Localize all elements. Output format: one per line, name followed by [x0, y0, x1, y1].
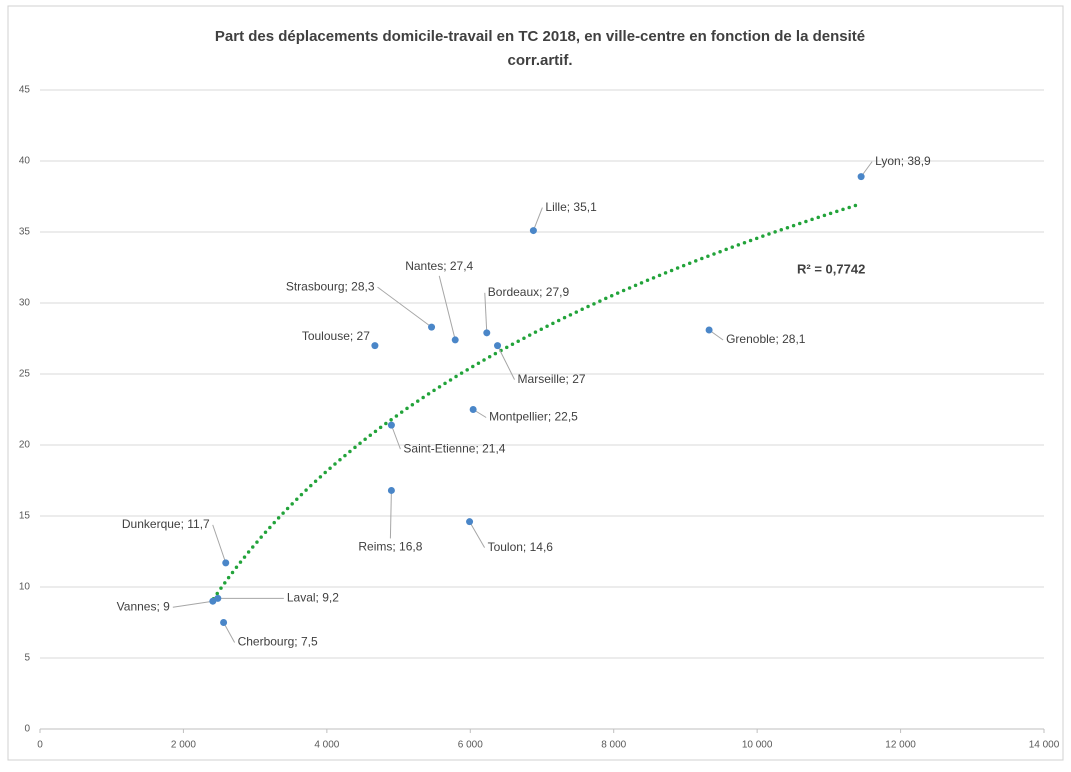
point	[529, 227, 537, 235]
data-label: Montpellier; 22,5	[489, 410, 578, 424]
chart-frame	[7, 5, 1064, 761]
leader-line	[497, 345, 515, 380]
x-tick-label: 10 000	[742, 740, 773, 751]
data-label: Nantes; 27,4	[405, 259, 473, 273]
x-tick-label: 8 000	[601, 740, 626, 751]
point	[222, 559, 230, 567]
data-label: Toulon; 14,6	[488, 540, 554, 554]
data-label: Reims; 16,8	[358, 540, 422, 554]
leader-line	[172, 600, 213, 608]
trendline	[211, 203, 858, 601]
point	[857, 173, 865, 181]
data-label: Strasbourg; 28,3	[286, 279, 375, 293]
data-label: Marseille; 27	[518, 372, 586, 386]
chart-title: corr.artif.	[507, 52, 572, 69]
chart-title: Part des déplacements domicile-travail e…	[215, 28, 865, 45]
point	[387, 486, 395, 494]
point	[469, 406, 477, 413]
data-label: Saint-Etienne; 21,4	[403, 441, 505, 455]
x-tick-label: 4 000	[314, 740, 339, 751]
point	[209, 597, 217, 605]
x-tick-label: 12 000	[885, 740, 916, 751]
point	[371, 342, 379, 350]
y-tick-label: 10	[19, 582, 31, 593]
leader-line	[438, 275, 456, 341]
data-label: Laval; 9,2	[287, 591, 339, 605]
y-tick-label: 40	[19, 156, 31, 167]
data-label: Dunkerque; 11,7	[122, 517, 210, 531]
r-squared-label: R² = 0,7742	[797, 261, 865, 276]
x-tick-label: 2 000	[171, 740, 196, 751]
leader-line	[484, 292, 488, 333]
x-tick-label: 0	[37, 740, 43, 751]
point	[428, 323, 436, 331]
point	[705, 326, 713, 334]
data-label: Cherbourg; 7,5	[238, 635, 318, 649]
data-label: Lille; 35,1	[545, 200, 597, 214]
leader-line	[389, 490, 392, 539]
y-tick-label: 20	[19, 440, 31, 451]
y-tick-label: 30	[19, 298, 31, 309]
data-label: Vannes; 9	[117, 599, 170, 613]
leader-line	[212, 524, 227, 564]
data-label: Grenoble; 28,1	[726, 332, 806, 346]
x-tick-label: 14 000	[1029, 740, 1060, 751]
data-label: Lyon; 38,9	[875, 154, 931, 168]
data-label: Toulouse; 27	[302, 329, 370, 343]
leader-line	[377, 286, 432, 328]
point	[466, 518, 474, 526]
y-tick-label: 35	[19, 227, 31, 238]
y-tick-label: 15	[19, 511, 31, 522]
point	[451, 336, 459, 344]
leader-line	[390, 424, 401, 450]
x-tick-label: 6 000	[458, 740, 483, 751]
point	[483, 329, 491, 337]
y-tick-label: 45	[19, 85, 31, 96]
leader-line	[223, 622, 236, 643]
leader-line	[532, 207, 543, 231]
point	[220, 619, 228, 626]
point	[494, 342, 502, 350]
y-tick-label: 5	[24, 653, 30, 664]
y-tick-label: 25	[19, 369, 31, 380]
leader-line	[469, 521, 486, 548]
point	[387, 421, 395, 429]
y-tick-label: 0	[24, 724, 30, 735]
data-label: Bordeaux; 27,9	[488, 285, 570, 299]
